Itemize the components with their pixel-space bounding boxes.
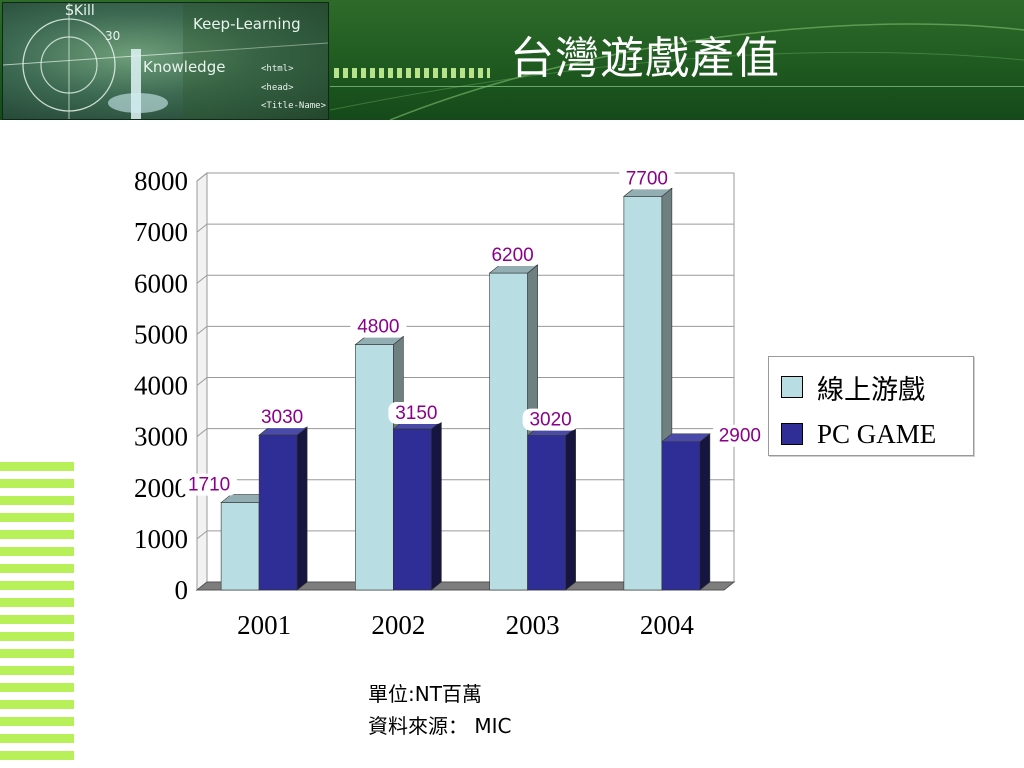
y-tick-label: 7000 xyxy=(134,217,188,247)
legend-label-online: 線上游戲 xyxy=(817,374,925,405)
y-tick-label: 6000 xyxy=(134,268,188,298)
data-label-background xyxy=(711,424,768,447)
data-label-background xyxy=(522,408,579,431)
bar-front xyxy=(355,344,394,591)
x-axis-categories: 2001 2002 2003 2004 xyxy=(237,610,694,640)
legend-swatch-pc xyxy=(781,423,803,445)
left-stripe-decoration xyxy=(0,462,74,768)
gridline-depth xyxy=(196,377,208,386)
data-label: 6200 xyxy=(491,245,533,266)
bar xyxy=(392,420,443,591)
slide-title: 台灣遊戲產值 xyxy=(510,33,780,84)
bar-top xyxy=(623,188,673,197)
bar-front xyxy=(527,435,566,591)
y-tick-label: 5000 xyxy=(134,319,188,349)
header-divider-line xyxy=(330,86,1024,87)
logo-text-skill: SKill xyxy=(65,3,95,19)
bar-front xyxy=(623,196,663,591)
bar-top xyxy=(258,426,308,436)
legend-label-pc: PC GAME xyxy=(817,418,937,449)
bar xyxy=(258,426,308,591)
y-tick-label: 2000 xyxy=(134,473,188,503)
unit-note: 單位:NT百萬 xyxy=(368,682,482,706)
header-dotted-decoration xyxy=(334,68,490,78)
data-label: 3030 xyxy=(261,407,303,428)
x-category-label: 2004 xyxy=(640,610,695,640)
header-band: SKill 30 Keep-Learning Knowledge <html> … xyxy=(0,0,1024,120)
data-label: 3150 xyxy=(395,403,437,424)
y-tick-label: 1000 xyxy=(134,524,188,554)
data-label-background xyxy=(484,244,541,267)
chart-legend: 線上游戲 PC GAME xyxy=(768,356,974,456)
x-category-label: 2002 xyxy=(371,610,425,640)
gridline-depth xyxy=(196,223,208,233)
data-label-background xyxy=(388,401,445,424)
x-category-label: 2003 xyxy=(506,610,560,640)
data-label-background xyxy=(618,167,675,190)
data-label-background xyxy=(254,406,311,429)
bar-front xyxy=(258,434,298,591)
data-label: 4800 xyxy=(357,317,399,338)
bar-front xyxy=(489,272,528,591)
bar-top xyxy=(488,264,539,274)
logo-text-html-tag: <html> xyxy=(261,64,294,74)
bar-front xyxy=(393,428,432,591)
data-label: 3020 xyxy=(529,410,571,431)
gridline-depth xyxy=(196,530,208,540)
data-label: 7700 xyxy=(626,168,668,189)
source-note: 資料來源： MIC xyxy=(368,714,512,738)
x-category-label: 2001 xyxy=(237,610,291,640)
bar-top xyxy=(354,336,405,345)
y-tick-label: 8000 xyxy=(134,166,188,196)
data-label: 2900 xyxy=(719,426,761,447)
logo-graphic xyxy=(3,3,328,119)
bar-top xyxy=(661,433,711,443)
bar-front xyxy=(220,502,260,591)
y-tick-label: 4000 xyxy=(134,371,188,401)
chart-bars xyxy=(220,187,711,591)
data-label-background xyxy=(181,473,238,496)
bar-side xyxy=(699,433,711,591)
data-labels: 1710 3030 4800 3150 6200 3020 7700 2900 xyxy=(181,167,768,496)
logo-text-knowledge: Knowledge xyxy=(143,58,226,76)
logo-text-head-tag: <head> xyxy=(261,83,294,93)
legend-item-pc: PC GAME xyxy=(781,419,936,449)
bar-side xyxy=(431,420,442,591)
y-tick-label: 3000 xyxy=(134,422,188,452)
logo-text-number: 30 xyxy=(105,29,121,43)
logo-image: SKill 30 Keep-Learning Knowledge <html> … xyxy=(2,2,329,120)
legend-swatch-online xyxy=(781,376,803,398)
gridline-depth xyxy=(196,172,208,182)
data-label: 1710 xyxy=(188,475,230,496)
gridline-depth xyxy=(196,274,208,284)
legend-item-online: 線上游戲 xyxy=(781,372,925,405)
logo-text-title-tag: <Title-Name> xyxy=(261,101,327,111)
data-label-background xyxy=(350,315,407,338)
gridline-depth xyxy=(196,428,208,438)
logo-text-keep-learning: Keep-Learning xyxy=(193,15,301,33)
header-swoosh-decoration xyxy=(330,23,1024,120)
bar-side xyxy=(565,426,576,591)
bar xyxy=(526,426,577,591)
gridline-depth xyxy=(196,325,208,335)
bar xyxy=(661,433,711,591)
bar-side xyxy=(296,426,308,591)
y-axis-ticks: 8000 7000 6000 5000 4000 3000 2000 1000 0 xyxy=(134,166,188,605)
bar-front xyxy=(661,441,701,591)
y-tick-label: 0 xyxy=(175,575,189,605)
